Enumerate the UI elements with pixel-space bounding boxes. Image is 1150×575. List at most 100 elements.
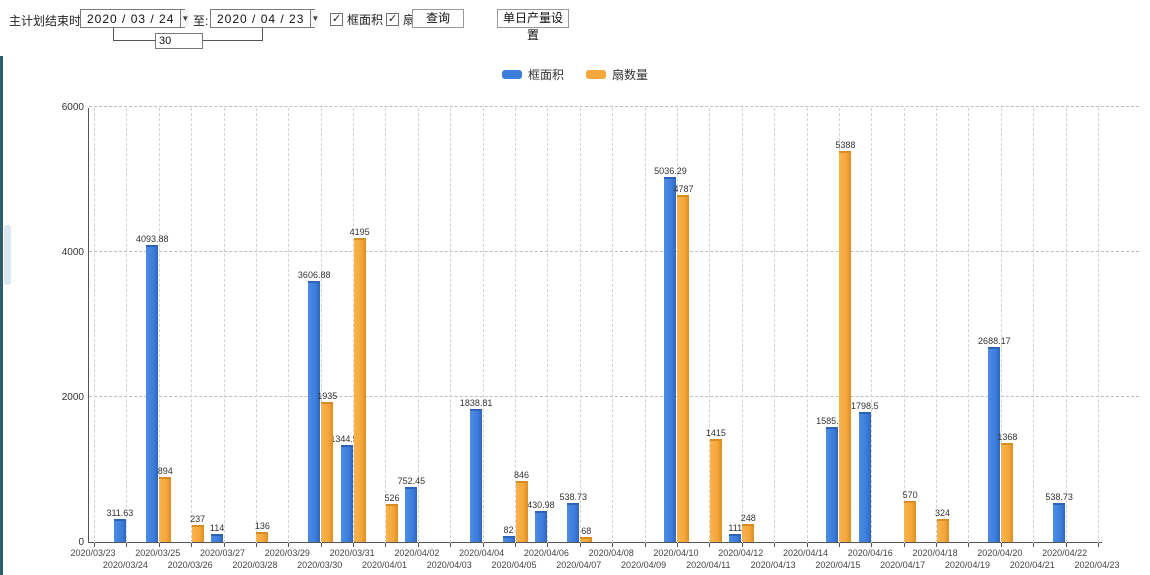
x-tick-label: 2020/04/04: [459, 548, 505, 558]
bar-value-label: 136: [254, 521, 270, 532]
daily-output-settings-button[interactable]: 单日产量设置: [497, 9, 569, 42]
bar-frame-area[interactable]: [405, 487, 418, 542]
gridline-vertical: [936, 108, 938, 543]
bar-frame-area[interactable]: [308, 280, 321, 542]
connector-line: [262, 28, 263, 41]
bar-value-label: 324: [935, 507, 951, 518]
bar-frame-area[interactable]: [502, 536, 515, 542]
gridline-vertical: [191, 108, 193, 543]
bar-frame-area[interactable]: [211, 533, 224, 542]
bar-sash-count[interactable]: [515, 480, 528, 542]
x-tick-label: 2020/04/01: [361, 560, 407, 570]
chevron-down-icon[interactable]: ▼: [180, 10, 190, 27]
x-tick-label: 2020/03/29: [264, 548, 310, 558]
gridline-vertical: [968, 108, 970, 543]
gridline-vertical: [547, 108, 549, 543]
bar-value-label: 5036.29: [654, 165, 687, 176]
gridline-horizontal: [89, 396, 1139, 397]
bar-value-label: 1415: [705, 428, 726, 439]
x-tick-label: 2020/03/28: [232, 560, 278, 570]
gridline-vertical: [1065, 108, 1067, 543]
bar-frame-area[interactable]: [470, 408, 483, 542]
gridline-horizontal: [89, 251, 1139, 252]
connector-line: [113, 40, 156, 41]
bar-sash-count[interactable]: [904, 500, 917, 542]
bar-frame-area[interactable]: [858, 411, 871, 542]
axis-tick: [223, 543, 225, 547]
checkbox-frame-area[interactable]: ✓ 框面积: [330, 11, 383, 28]
x-tick-label: 2020/03/24: [102, 560, 148, 570]
bar-sash-count[interactable]: [159, 477, 172, 542]
gridline-vertical: [417, 108, 419, 543]
bar-sash-count[interactable]: [385, 503, 398, 542]
bar-frame-area[interactable]: [113, 519, 126, 542]
legend-item-frame-area[interactable]: 框面积: [501, 66, 564, 83]
gridline-vertical: [288, 108, 290, 543]
collapsed-panel-handle[interactable]: [4, 225, 11, 285]
toolbar: 主计划结束时间: 2020 / 03 / 24 ▼ 至: 2020 / 04 /…: [0, 0, 1150, 56]
bar-sash-count[interactable]: [936, 518, 949, 542]
axis-tick: [612, 543, 614, 547]
bar-frame-area[interactable]: [534, 510, 547, 542]
bar-sash-count[interactable]: [839, 151, 852, 542]
gridline-vertical: [903, 108, 905, 543]
bar-value-label: 114: [209, 522, 225, 533]
start-date-input[interactable]: 2020 / 03 / 24 ▼: [80, 9, 190, 28]
bar-value-label: 1344.95: [330, 433, 363, 444]
gridline-vertical: [223, 108, 225, 543]
bar-sash-count[interactable]: [742, 524, 755, 542]
axis-tick: [1098, 543, 1099, 547]
bar-sash-count[interactable]: [709, 439, 722, 542]
x-tick-label: 2020/03/30: [297, 560, 343, 570]
bar-sash-count[interactable]: [1001, 442, 1014, 542]
bar-value-label: 752.45: [397, 476, 426, 487]
bar-frame-area[interactable]: [988, 347, 1001, 542]
axis-tick: [126, 543, 128, 547]
legend-swatch: [586, 70, 606, 79]
axis-tick: [515, 543, 517, 547]
bar-frame-area[interactable]: [146, 245, 159, 542]
bar-sash-count[interactable]: [191, 524, 204, 542]
bar-frame-area[interactable]: [826, 427, 839, 542]
bar-frame-area[interactable]: [729, 533, 742, 542]
checkbox-icon[interactable]: ✓: [386, 13, 399, 26]
x-tick-label: 2020/04/12: [718, 548, 764, 558]
checkbox-icon[interactable]: ✓: [330, 13, 343, 26]
bar-sash-count[interactable]: [677, 194, 690, 542]
x-tick-label: 2020/04/14: [782, 548, 829, 558]
bar-frame-area[interactable]: [567, 502, 580, 542]
bar-sash-count[interactable]: [256, 532, 269, 542]
end-date-input[interactable]: 2020 / 04 / 23 ▼: [210, 9, 320, 28]
interval-days-input[interactable]: 30: [155, 33, 203, 49]
gridline-vertical: [450, 108, 452, 543]
x-tick-label: 2020/03/26: [167, 560, 213, 570]
x-tick-label: 2020/04/17: [880, 560, 926, 570]
chevron-down-icon[interactable]: ▼: [310, 10, 320, 27]
checkbox-frame-area-label: 框面积: [347, 13, 384, 27]
y-axis-labels: 0 2000 4000 6000: [46, 102, 84, 548]
axis-tick: [255, 543, 257, 547]
gridline-vertical: [1033, 108, 1035, 543]
axis-tick: [320, 543, 322, 547]
query-button[interactable]: 查询: [412, 9, 464, 28]
bar-sash-count[interactable]: [353, 237, 366, 542]
bar-value-label: 111: [728, 522, 743, 533]
bar-sash-count[interactable]: [321, 401, 334, 542]
x-tick-label: 2020/04/07: [556, 560, 602, 570]
bar-frame-area[interactable]: [1053, 502, 1066, 542]
bar-sash-count[interactable]: [580, 537, 593, 542]
x-tick-label: 2020/04/02: [394, 548, 440, 558]
bar-value-label: 311.63: [106, 508, 134, 519]
bar-value-label: 570: [902, 489, 918, 500]
bar-frame-area[interactable]: [664, 176, 677, 542]
bar-frame-area[interactable]: [340, 444, 353, 542]
legend-item-sash-count[interactable]: 扇数量: [586, 66, 648, 83]
y-tick-label: 2000: [61, 392, 84, 403]
axis-tick: [936, 543, 938, 547]
gridline-horizontal: [89, 106, 1139, 107]
bar-value-label: 526: [384, 492, 400, 503]
bar-value-label: 4787: [673, 183, 694, 194]
axis-tick: [94, 543, 95, 547]
x-tick-label: 2020/04/22: [1042, 548, 1088, 558]
axis-tick: [709, 543, 711, 547]
